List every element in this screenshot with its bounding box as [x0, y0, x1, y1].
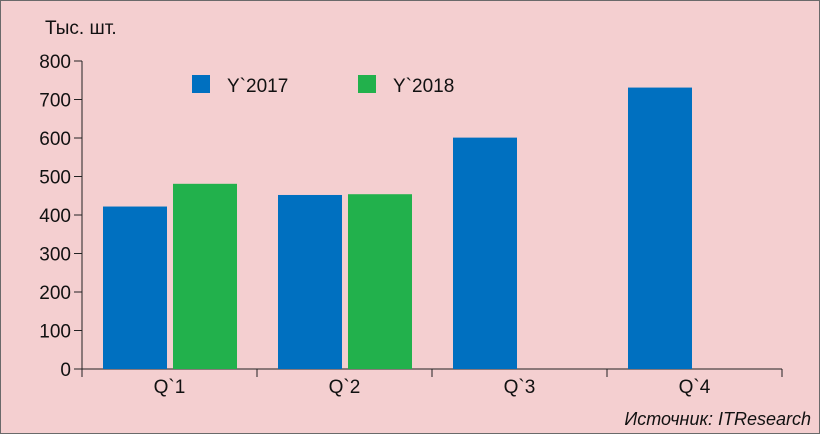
bar-y2017-1 — [103, 206, 167, 369]
x-axis: Q`1 Q`2 Q`3 Q`4 — [81, 368, 783, 398]
bars — [103, 87, 692, 369]
y-tick-label: 300 — [39, 245, 71, 266]
y-tick-label: 100 — [39, 322, 71, 343]
y-axis: 0 100 200 300 400 500 600 700 800 — [39, 52, 83, 381]
legend-swatch — [358, 75, 376, 93]
bar-y2017-2 — [278, 194, 342, 369]
bar-y2017-4 — [628, 87, 692, 369]
y-tick-label: 700 — [39, 91, 71, 112]
legend: Y`2017 Y`2018 — [192, 75, 454, 97]
y-tick-label: 500 — [39, 168, 71, 189]
bar-y2018-2 — [348, 194, 412, 369]
source-caption: Источник: ITResearch — [624, 409, 811, 429]
x-category-label: Q`2 — [329, 377, 361, 398]
x-category-label: Q`3 — [504, 377, 536, 398]
bar-y2018-1 — [173, 183, 237, 369]
x-category-label: Q`1 — [154, 377, 186, 398]
legend-swatch — [192, 75, 210, 93]
bar-y2017-3 — [453, 137, 517, 369]
x-category-label: Q`4 — [679, 377, 711, 398]
y-tick-label: 200 — [39, 283, 71, 304]
y-tick-label: 800 — [39, 52, 71, 73]
legend-label: Y`2018 — [393, 76, 454, 97]
y-tick-label: 600 — [39, 129, 71, 150]
y-tick-label: 0 — [60, 360, 71, 381]
legend-label: Y`2017 — [227, 76, 288, 97]
y-tick-label: 400 — [39, 206, 71, 227]
y-axis-unit-label: Тыс. шт. — [45, 18, 117, 39]
